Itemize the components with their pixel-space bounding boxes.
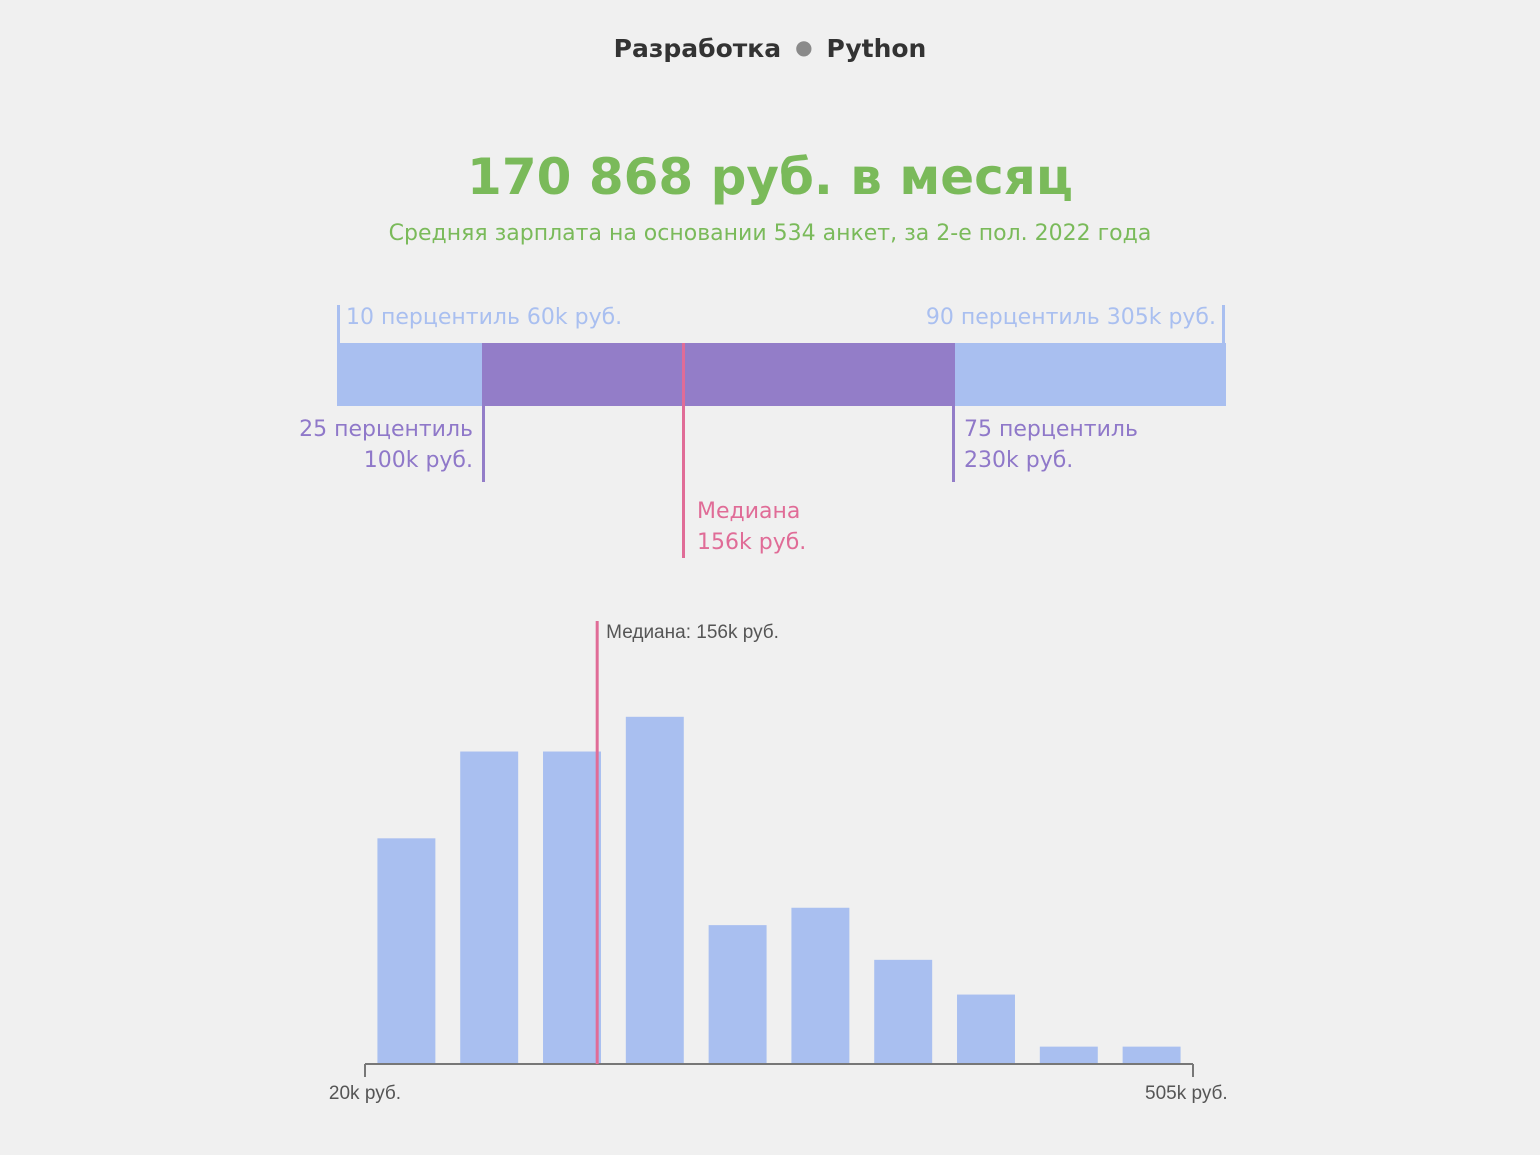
histogram-bar (791, 907, 850, 1064)
average-salary-headline: 170 868 руб. в месяц (467, 148, 1073, 206)
median-tick (682, 343, 685, 558)
histogram-bar (460, 751, 519, 1064)
breadcrumb-language[interactable]: Python (826, 34, 927, 63)
p25-label-title: 25 перцентиль (299, 417, 473, 442)
histogram-bar (708, 925, 767, 1064)
median-label: Медиана 156k руб. (697, 496, 806, 558)
p25-p75-band (482, 343, 955, 406)
p25-label-value: 100k руб. (363, 448, 473, 473)
x-axis-min-label: 20k руб. (329, 1083, 401, 1104)
median-label-value: 156k руб. (697, 530, 807, 555)
p75-label-value: 230k руб. (964, 448, 1074, 473)
p10-label: 10 перцентиль 60k руб. (346, 305, 623, 330)
p25-tick (482, 404, 485, 482)
p90-label: 90 перцентиль 305k руб. (925, 305, 1216, 330)
breadcrumb: Разработка ● Python (0, 34, 1540, 63)
x-axis-max-label: 505k руб. (1145, 1083, 1228, 1104)
p90-tick (1222, 305, 1225, 343)
breadcrumb-category[interactable]: Разработка (613, 34, 782, 63)
histogram-bar (543, 751, 601, 1064)
histogram-bar (625, 716, 684, 1064)
histogram-bar (377, 838, 436, 1064)
p10-tick (337, 305, 340, 343)
p75-label: 75 перцентиль 230k руб. (964, 414, 1138, 476)
histogram-bar (1039, 1046, 1098, 1064)
histogram-median-label: Медиана: 156k руб. (606, 622, 779, 643)
histogram-bar (1122, 1046, 1181, 1064)
p25-label: 25 перцентиль 100k руб. (299, 414, 473, 476)
histogram-bar (874, 959, 933, 1064)
p75-tick (952, 404, 955, 482)
median-label-title: Медиана (697, 499, 801, 524)
breadcrumb-separator-icon: ● (795, 35, 813, 59)
p75-label-title: 75 перцентиль (964, 417, 1138, 442)
histogram-bar (957, 994, 1015, 1064)
average-salary-caption: Средняя зарплата на основании 534 анкет,… (388, 221, 1152, 246)
